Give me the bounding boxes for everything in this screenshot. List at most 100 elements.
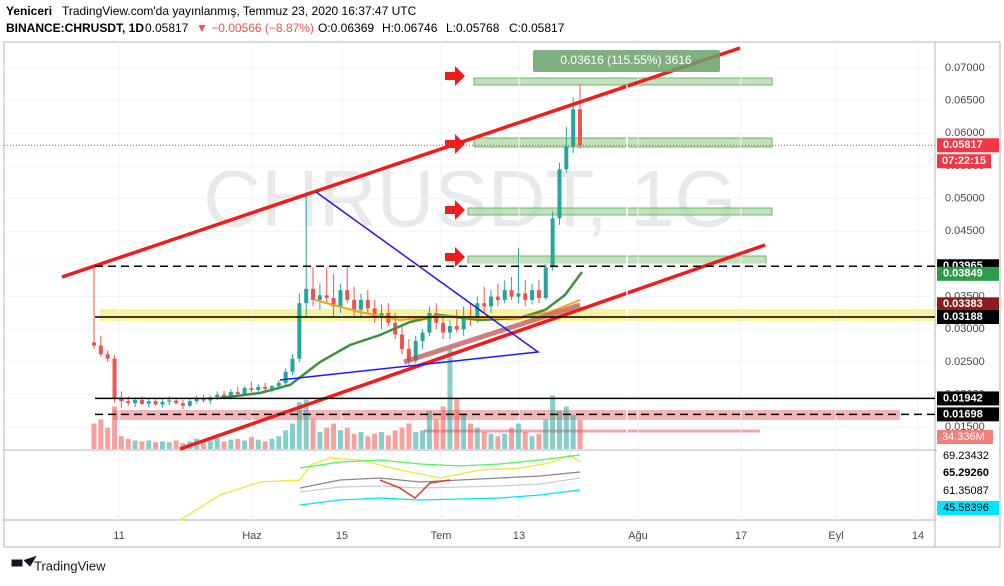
volume-bar [310,419,316,449]
volume-bar [509,427,515,449]
volume-bar [207,440,213,449]
candle-body [578,109,582,146]
y-tick-label: 0.06500 [945,95,985,107]
volume-bar [276,436,282,449]
volume-bar [255,439,261,449]
volume-bar [146,440,152,449]
brand: TradingView [34,558,106,573]
candle-body [92,342,96,346]
volume-bar [317,432,323,449]
candle-body [290,358,295,372]
countdown: 07:22:15 [942,155,986,167]
volume-bar [481,432,487,449]
volume-bar [139,441,145,449]
candle-body [502,290,507,300]
indicator-label: 45.58396 [943,502,989,514]
zones [467,77,773,265]
volume-bar [543,419,549,449]
arrow [445,247,465,267]
moving-average [219,271,584,400]
candle-body [304,288,309,304]
candle-body [167,400,172,402]
candle-body [160,401,165,405]
pink-band [113,410,900,420]
volume-label-box [937,430,993,444]
trend-band [403,302,581,365]
volume-bar [529,436,535,449]
candles [4,42,935,520]
candle-body [119,397,124,402]
candle-body [153,401,158,405]
volume-bar [392,430,398,449]
volume-bar [242,440,248,449]
volume-bar [577,419,583,449]
volume-bar [125,438,131,449]
candle-body [180,403,185,406]
measure-box [533,50,720,72]
candle-body [105,354,110,359]
x-tick-label: 14 [912,530,924,542]
candle-body [317,295,322,300]
candle-body [194,397,199,402]
volume-bar [201,442,207,449]
candle-body [536,290,541,298]
price-label-box [937,266,999,281]
indicator-label-box [937,484,999,498]
candle-body [447,326,452,333]
candle-body [133,399,138,404]
x-tick-label: Tem [431,530,452,542]
candle-body [256,386,261,391]
zone [467,207,773,216]
volume-bar [228,439,234,449]
indicator-label: 61.35087 [943,485,989,497]
x-tick-label: 15 [336,530,348,542]
x-tick-label: Ağu [628,530,648,542]
volume-bar [406,423,412,449]
candle-body [406,348,411,361]
x-tick-label: 11 [113,530,124,542]
candle-body [489,296,494,307]
candle-body [441,322,446,333]
candle-body [454,326,459,330]
x-tick-label: Eyl [828,530,843,542]
candle-body [311,288,316,300]
candle-body [557,169,562,219]
candle-body [146,401,151,404]
candle-body [331,297,336,307]
measure-text: 0.03616 (115.55%) 3616 [560,53,692,67]
candle-body [523,293,528,300]
volume-bar [118,436,124,449]
candle-body [495,296,500,300]
price-label: 0.01942 [943,392,983,404]
volume-bar [153,442,159,449]
volume-bar [159,441,165,449]
volume-bar [522,432,528,449]
volume-bar [461,415,467,449]
volume-bar [358,432,364,449]
candle-body [187,401,192,406]
candle-body [434,312,439,323]
candle-body [222,394,227,397]
volume-bar [214,437,220,449]
y-tick-label: 0.06000 [945,127,985,139]
arrows [445,66,465,267]
price-label: 0.01698 [943,408,983,420]
volume-bar [290,423,296,449]
low: L:0.05768 [446,21,500,35]
candle-body [420,332,425,342]
candle-body [276,382,281,387]
candle-body [249,388,254,391]
open: O:0.06369 [318,21,374,35]
volume-bar [112,406,118,449]
price-label-box [937,391,999,406]
change: ▼ −0.00566 (−8.87%) [196,21,314,35]
volume-bar [344,427,350,449]
published: TradingView.com'da yayınlanmış, Temmuz 2… [62,4,417,18]
candle-body [482,303,487,307]
indicator-line [299,477,581,493]
candle-body [139,399,144,404]
candle-body [372,308,377,318]
candle-body [98,345,103,355]
candle-body [215,394,220,398]
